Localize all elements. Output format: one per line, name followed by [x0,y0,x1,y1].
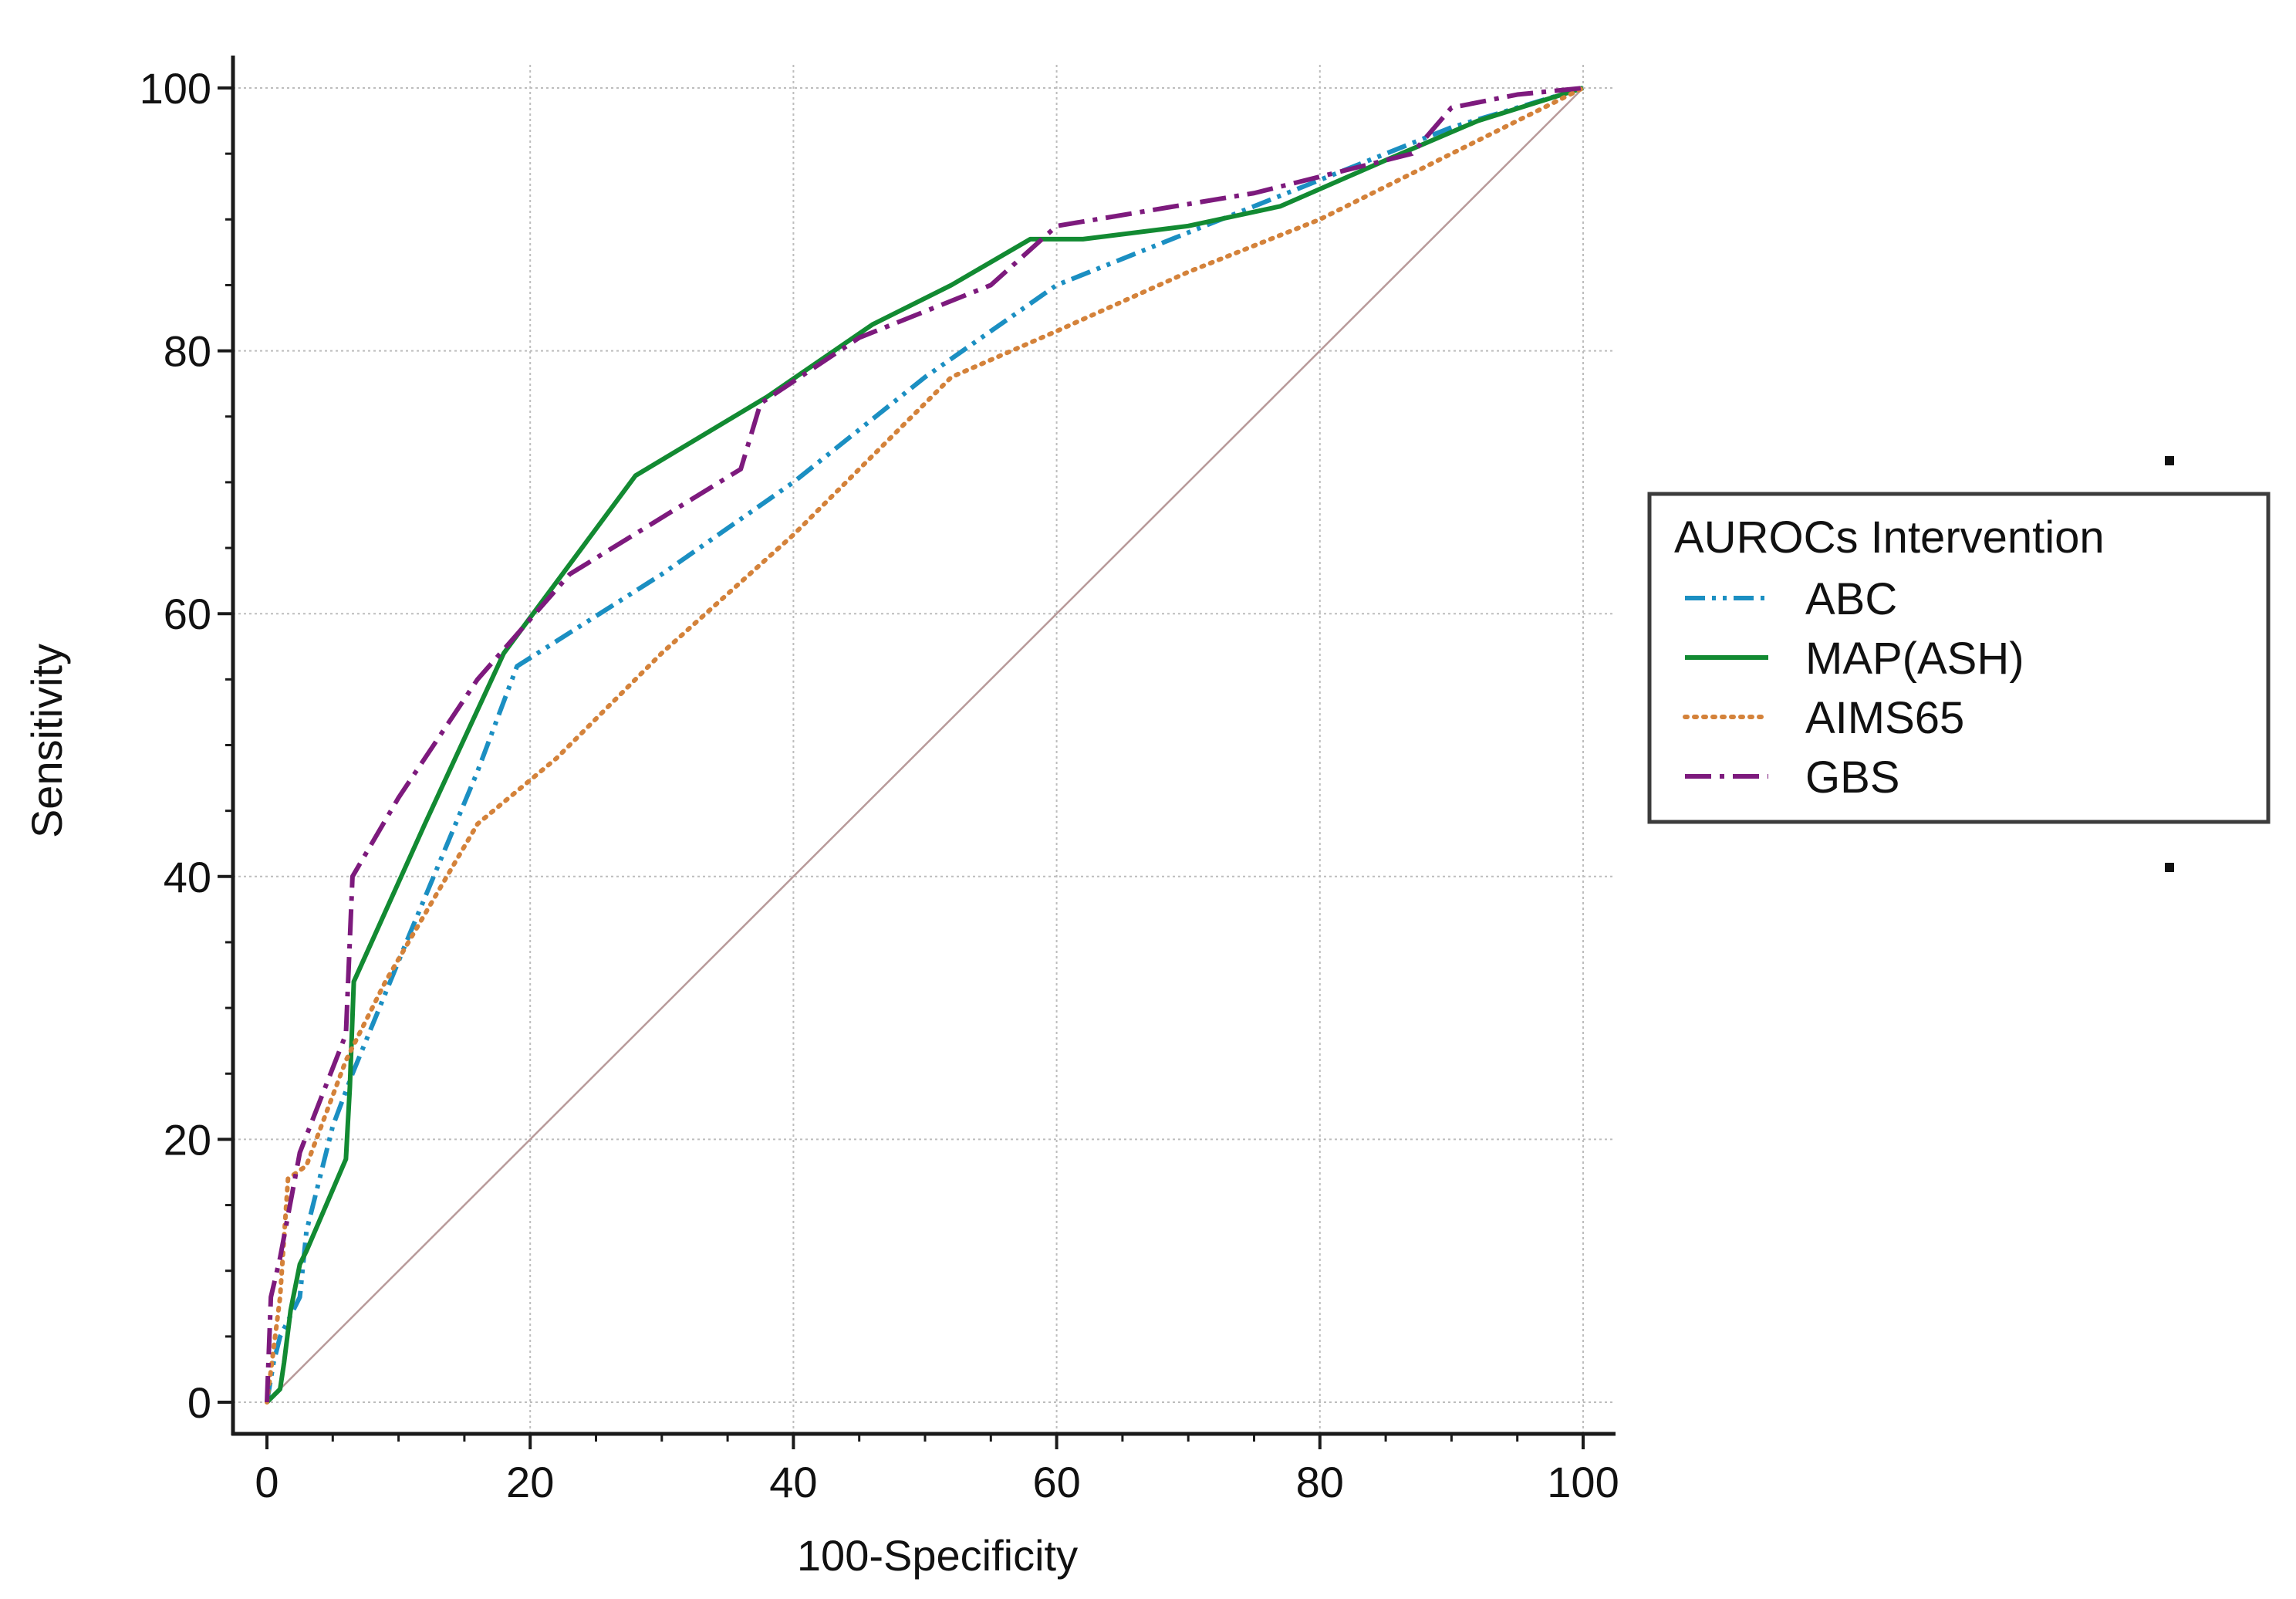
y-axis-title: Sensitivity [22,644,71,838]
y-tick-label: 0 [187,1378,211,1427]
y-tick-label: 80 [164,327,211,376]
axis-ticks: 0 20 40 60 80 100 0 20 40 60 80 100 [140,64,1619,1506]
legend-label-gbs: GBS [1805,752,1900,803]
y-tick-label: 60 [164,590,211,638]
grid-lines [233,65,1614,1434]
legend-items: ABC MAP(ASH) AIMS65 GBS [1683,574,2024,803]
marker-dot-top [2165,456,2174,465]
legend-label-abc: ABC [1805,574,1897,624]
series-line-aims65 [265,86,1585,1405]
series-line-abc [265,86,1584,1403]
y-tick-label: 100 [140,64,211,113]
y-tick-label: 20 [164,1115,211,1164]
x-tick-label: 60 [1032,1458,1080,1506]
series-line-map-ash [265,86,1584,1405]
x-axis-title: 100-Specificity [797,1531,1078,1580]
x-tick-label: 80 [1296,1458,1344,1506]
series-lines [265,86,1585,1405]
legend-label-map-ash: MAP(ASH) [1805,634,2024,684]
legend-title: AUROCs Intervention [1674,512,2105,563]
marker-dot-bottom [2165,863,2174,872]
series-line-gbs [265,86,1584,1403]
legend-label-aims65: AIMS65 [1805,693,1964,743]
legend: AUROCs Intervention ABC MAP(ASH) AIMS65 GBS [1647,492,2271,824]
reference-diagonal-line [266,87,1584,1403]
x-tick-label: 0 [255,1458,279,1506]
x-tick-label: 40 [769,1458,817,1506]
y-tick-label: 40 [164,853,211,901]
x-tick-label: 100 [1547,1458,1619,1506]
x-tick-label: 20 [506,1458,554,1506]
